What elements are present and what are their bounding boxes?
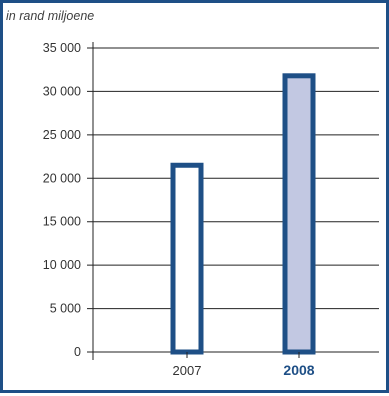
x-tick-label-2008: 2008	[283, 362, 314, 378]
y-tick-label: 15 000	[43, 215, 81, 229]
y-tick-label: 10 000	[43, 258, 81, 272]
y-tick-label: 20 000	[43, 171, 81, 185]
y-axis-unit-label: in rand miljoene	[6, 9, 95, 23]
y-tick-label: 5 000	[50, 302, 81, 316]
bar-2007	[170, 162, 204, 355]
y-tick-label: 35 000	[43, 41, 81, 55]
bar-chart: 0 5 000 10 000 15 000 20 000 25 000 30 000 35 0…	[43, 41, 379, 378]
bar-2008	[282, 73, 316, 355]
y-tick-label: 25 000	[43, 128, 81, 142]
y-tick-label: 0	[74, 345, 81, 359]
y-tick-label: 30 000	[43, 84, 81, 98]
x-tick-label-2007: 2007	[173, 363, 202, 378]
